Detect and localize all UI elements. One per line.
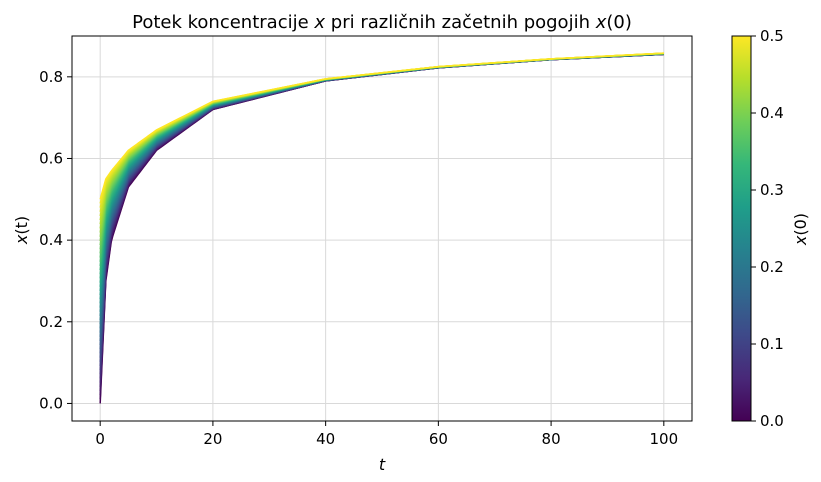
curve-line	[99, 53, 664, 358]
curve-line	[99, 53, 664, 396]
curve-line	[99, 52, 664, 237]
curve-line	[99, 52, 664, 246]
curve-line	[99, 53, 664, 300]
curve-line	[99, 53, 664, 312]
curve-line	[99, 53, 664, 329]
y-tick-label: 0.2	[39, 313, 63, 331]
x-axis-label: t	[379, 455, 386, 474]
curve-line	[99, 52, 664, 292]
curve-line	[99, 53, 664, 321]
curve-line	[99, 53, 664, 341]
curve-line	[99, 52, 664, 233]
curve-line	[99, 53, 664, 308]
y-tick-label: 0.8	[39, 68, 63, 86]
colorbar-label: x(0)	[791, 213, 810, 246]
curve-line	[99, 53, 664, 391]
curve-line	[99, 53, 664, 387]
curve-line	[99, 52, 664, 217]
curve-line	[99, 52, 664, 200]
curve-line	[99, 52, 664, 229]
x-tick-label: 80	[542, 430, 561, 448]
curve-line	[99, 52, 664, 262]
colorbar-tick-label: 0.3	[760, 181, 784, 199]
curve-line	[99, 52, 664, 254]
y-tick-label: 0.0	[39, 394, 63, 412]
curve-line	[99, 52, 664, 296]
curve-line	[99, 52, 664, 242]
colorbar-ticks: 0.0 0.1 0.2 0.3 0.4 0.5	[751, 27, 784, 430]
curve-line	[99, 53, 664, 400]
curve-line	[99, 53, 664, 317]
curve-line	[99, 53, 664, 366]
curve-line	[99, 52, 664, 258]
curve-line	[99, 52, 664, 267]
x-tick-label: 0	[95, 430, 105, 448]
curve-line	[99, 52, 664, 250]
curve-line	[99, 53, 664, 383]
curve-line	[99, 53, 664, 404]
y-tick-label: 0.6	[39, 149, 63, 167]
x-tick-label: 20	[203, 430, 222, 448]
curve-line	[99, 53, 664, 375]
curve-line	[99, 53, 664, 362]
curve-line	[99, 53, 664, 371]
x-tick-label: 60	[429, 430, 448, 448]
curve-line	[99, 52, 664, 221]
curve-line	[99, 52, 664, 225]
curve-line	[99, 53, 664, 346]
y-axis-label: x(t)	[12, 216, 31, 245]
curve-line	[99, 53, 664, 337]
curve-line	[99, 53, 664, 354]
curve-line	[99, 53, 664, 379]
x-tick-label: 100	[649, 430, 678, 448]
colorbar-tick-label: 0.2	[760, 258, 784, 276]
grid-lines	[72, 36, 692, 421]
colorbar-tick-label: 0.0	[760, 412, 784, 430]
y-tick-label: 0.4	[39, 231, 63, 249]
curve-line	[99, 53, 664, 333]
curve-line	[99, 52, 664, 283]
plot-area-frame	[71, 35, 693, 422]
curve-line	[99, 52, 664, 287]
x-tick-label: 40	[316, 430, 335, 448]
colorbar-tick-label: 0.5	[760, 27, 784, 45]
curve-line	[99, 53, 664, 325]
curve-line	[99, 52, 664, 271]
chart-title: Potek koncentracije x pri različnih zače…	[132, 12, 632, 33]
curve-line	[99, 53, 664, 304]
colorbar-tick-label: 0.4	[760, 104, 784, 122]
curve-line	[99, 52, 664, 279]
y-axis-ticks: 0.0 0.2 0.4 0.6 0.8	[39, 68, 72, 412]
curve-line	[99, 52, 664, 275]
colorbar-tick-label: 0.1	[760, 335, 784, 353]
curves-group	[99, 52, 664, 404]
colorbar	[731, 35, 752, 422]
curve-line	[99, 53, 664, 350]
x-axis-ticks: 0 20 40 60 80 100	[95, 421, 678, 448]
